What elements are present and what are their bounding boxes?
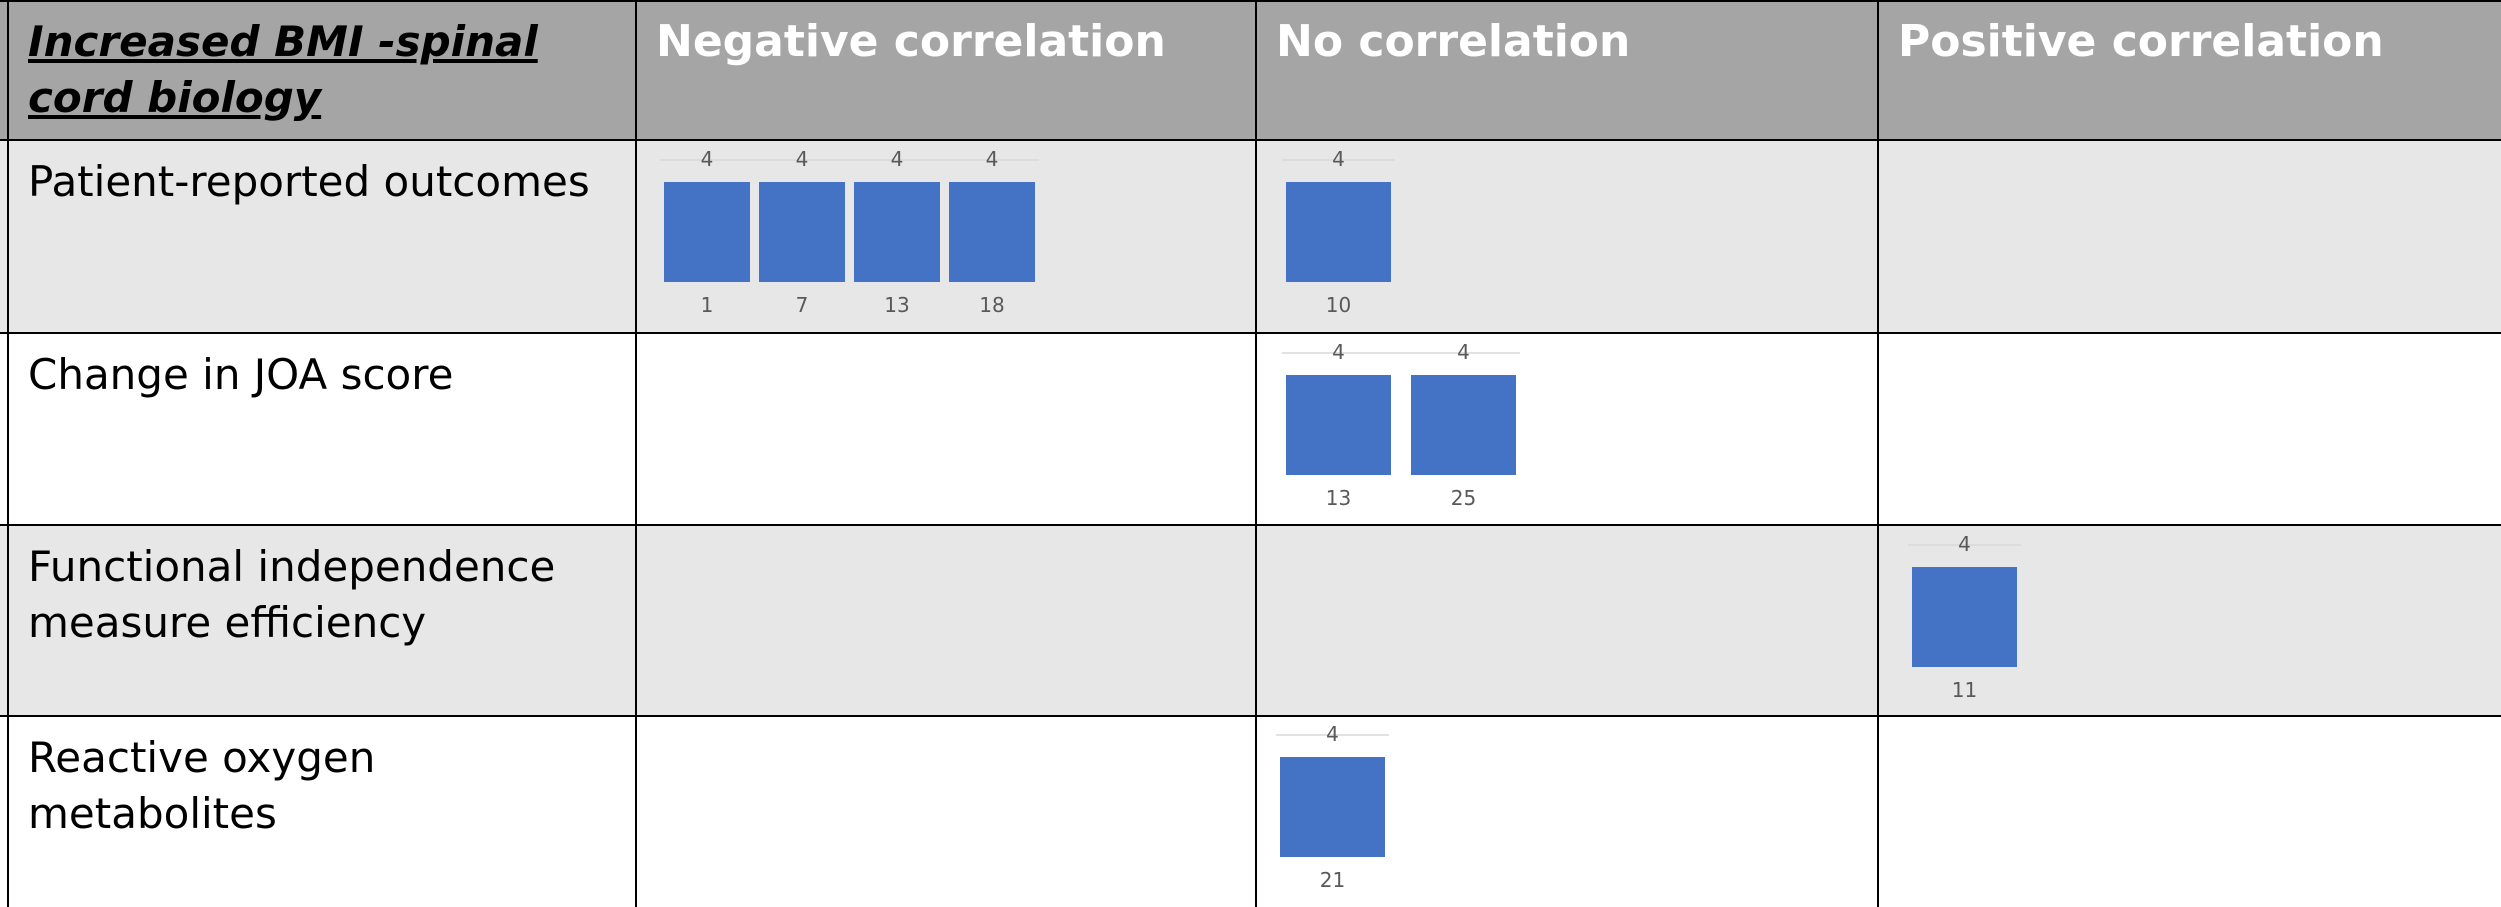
mini-chart-row1-none: 4 10	[1282, 144, 1395, 318]
row-2-label-cell: Change in JOA score	[0, 333, 636, 525]
chart-category-label: 10	[1326, 293, 1351, 317]
chart-bar	[759, 182, 845, 282]
column-header-negative: Negative correlation	[656, 16, 1166, 67]
chart-data-label: 4	[891, 147, 904, 171]
chart-bar	[949, 182, 1035, 282]
row-1-positive-cell	[1878, 140, 2501, 333]
grid-line	[0, 524, 2501, 526]
mini-bar-chart: 4 1 4 7 4 13 4 18	[660, 147, 1039, 317]
chart-data-label: 4	[1332, 147, 1345, 171]
header-corner-cell: Increased BMI -spinal cord biology	[0, 0, 636, 140]
header-cell-positive: Positive correlation	[1878, 0, 2501, 140]
header-cell-negative: Negative correlation	[636, 0, 1256, 140]
row-4-label-cell: Reactive oxygen metabolites	[0, 716, 636, 907]
chart-bar	[664, 182, 750, 282]
grid-line	[0, 715, 2501, 717]
chart-bar	[1912, 567, 2017, 667]
grid-line	[0, 139, 2501, 141]
chart-data-label: 4	[796, 147, 809, 171]
chart-category-label: 1	[701, 293, 714, 317]
chart-data-label: 4	[1958, 532, 1971, 556]
chart-category-label: 18	[979, 293, 1004, 317]
chart-data-label: 4	[1457, 340, 1470, 364]
table-corner-title: Increased BMI -spinal cord biology	[28, 17, 538, 122]
grid-line	[0, 0, 2501, 2]
chart-category-label: 21	[1320, 868, 1345, 892]
chart-category-label: 25	[1451, 486, 1476, 510]
chart-data-label: 4	[1326, 722, 1339, 746]
row-3-label-cell: Functional independence measure efficien…	[0, 525, 636, 716]
chart-data-label: 4	[1332, 340, 1345, 364]
chart-category-label: 13	[884, 293, 909, 317]
row-3-negative-cell	[636, 525, 1256, 716]
row-4-positive-cell	[1878, 716, 2501, 907]
mini-chart-row4-none: 4 21	[1276, 719, 1389, 893]
row-1-label-cell: Patient-reported outcomes	[0, 140, 636, 333]
row-label-change-in-joa-score: Change in JOA score	[28, 350, 454, 399]
chart-data-label: 4	[986, 147, 999, 171]
grid-line	[635, 0, 637, 907]
column-header-positive: Positive correlation	[1898, 16, 2384, 67]
chart-category-label: 11	[1952, 678, 1977, 702]
mini-bar-chart: 4 10	[1282, 147, 1395, 317]
chart-bar	[1286, 375, 1391, 475]
header-cell-none: No correlation	[1256, 0, 1878, 140]
mini-bar-chart: 4 11	[1908, 532, 2021, 702]
chart-category-label: 13	[1326, 486, 1351, 510]
grid-line	[1877, 0, 1879, 907]
mini-chart-row2-none: 4 13 4 25	[1282, 337, 1520, 511]
row-4-negative-cell	[636, 716, 1256, 907]
chart-bar	[1286, 182, 1391, 282]
row-label-reactive-oxygen-metabolites: Reactive oxygen metabolites	[28, 733, 376, 838]
column-header-none: No correlation	[1276, 16, 1631, 67]
row-2-negative-cell	[636, 333, 1256, 525]
row-label-patient-reported-outcomes: Patient-reported outcomes	[28, 157, 590, 206]
chart-bar	[1411, 375, 1516, 475]
chart-category-label: 7	[796, 293, 809, 317]
row-label-functional-independence: Functional independence measure efficien…	[28, 542, 556, 647]
row-3-none-cell	[1256, 525, 1878, 716]
chart-bar	[1280, 757, 1385, 857]
mini-chart-row3-positive: 4 11	[1908, 529, 2021, 703]
mini-bar-chart: 4 21	[1276, 722, 1389, 892]
mini-chart-row1-negative: 4 1 4 7 4 13 4 18	[660, 144, 1039, 318]
grid-line	[1255, 0, 1257, 907]
chart-data-label: 4	[701, 147, 714, 171]
chart-bar	[854, 182, 940, 282]
mini-bar-chart: 4 13 4 25	[1282, 340, 1520, 510]
grid-line	[0, 332, 2501, 334]
grid-line	[7, 0, 9, 907]
row-2-positive-cell	[1878, 333, 2501, 525]
